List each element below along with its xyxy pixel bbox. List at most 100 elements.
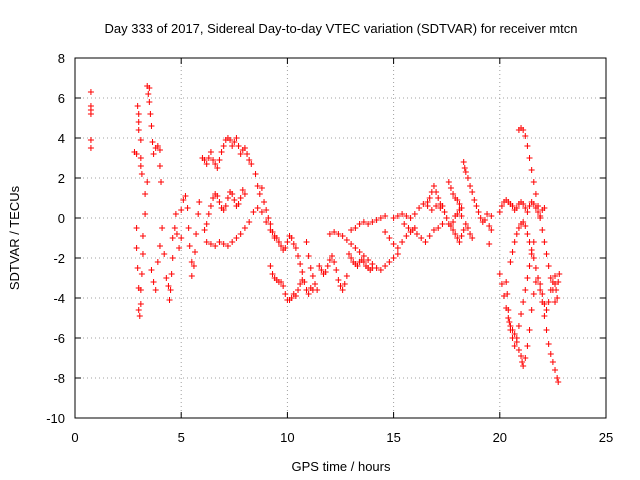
data-point: [167, 287, 174, 293]
data-point: [506, 319, 513, 325]
data-point: [511, 343, 518, 349]
data-point: [447, 185, 454, 191]
data-point: [518, 311, 525, 317]
data-point: [163, 275, 170, 281]
data-point: [420, 201, 427, 207]
data-point: [348, 241, 355, 247]
data-point: [537, 287, 544, 293]
data-point: [411, 211, 418, 217]
data-point: [369, 265, 376, 271]
data-point: [269, 271, 276, 277]
data-point: [535, 275, 542, 281]
data-point: [278, 279, 285, 285]
data-point: [426, 233, 433, 239]
data-point: [205, 155, 212, 161]
y-tick-label: -10: [46, 411, 65, 426]
data-point: [282, 291, 289, 297]
data-point: [220, 207, 227, 213]
data-point: [237, 195, 244, 201]
data-point: [424, 199, 431, 205]
data-point: [445, 179, 452, 185]
data-point: [263, 219, 270, 225]
data-point: [515, 323, 522, 329]
data-point: [216, 199, 223, 205]
data-point: [312, 281, 319, 287]
data-point: [377, 267, 384, 273]
data-point: [246, 219, 253, 225]
data-point: [278, 243, 285, 249]
data-point: [405, 225, 412, 231]
data-point: [250, 209, 257, 215]
data-point: [369, 219, 376, 225]
data-point: [498, 281, 505, 287]
data-point: [543, 327, 550, 333]
data-point: [136, 313, 143, 319]
data-point: [256, 191, 263, 197]
data-point: [386, 259, 393, 265]
data-point: [314, 287, 321, 293]
data-point: [326, 231, 333, 237]
data-point: [522, 355, 529, 361]
data-point: [547, 351, 554, 357]
data-point: [87, 145, 94, 151]
data-point: [530, 255, 537, 261]
data-point: [335, 231, 342, 237]
data-point: [316, 263, 323, 269]
data-point: [435, 225, 442, 231]
data-point: [433, 203, 440, 209]
data-point: [210, 157, 217, 163]
data-point: [87, 111, 94, 117]
data-point: [537, 281, 544, 287]
data-point: [505, 315, 512, 321]
data-point: [552, 273, 559, 279]
x-tick-label: 0: [71, 430, 78, 445]
data-point: [518, 353, 525, 359]
data-point: [212, 243, 219, 249]
grid: [75, 58, 606, 418]
data-point: [418, 235, 425, 241]
data-point: [246, 157, 253, 163]
data-point: [165, 283, 172, 289]
data-point: [275, 239, 282, 245]
data-point: [231, 197, 238, 203]
data-point: [137, 155, 144, 161]
data-point: [237, 231, 244, 237]
data-point: [554, 375, 561, 381]
data-point: [229, 239, 236, 245]
data-point: [545, 263, 552, 269]
y-tick-label: -8: [53, 371, 65, 386]
data-point: [409, 227, 416, 233]
data-point: [539, 299, 546, 305]
data-point: [196, 199, 203, 205]
data-point: [552, 299, 559, 305]
data-point: [343, 237, 350, 243]
data-point: [339, 287, 346, 293]
data-point: [267, 263, 274, 269]
data-point: [454, 211, 461, 217]
data-point: [520, 219, 527, 225]
data-point: [454, 235, 461, 241]
data-point: [207, 149, 214, 155]
data-point: [539, 227, 546, 233]
data-point: [541, 205, 548, 211]
data-point: [447, 223, 454, 229]
data-point: [135, 307, 142, 313]
data-point: [290, 241, 297, 247]
data-point: [539, 291, 546, 297]
data-point: [133, 245, 140, 251]
y-tick-label: 8: [58, 51, 65, 66]
data-point: [496, 271, 503, 277]
data-point: [390, 255, 397, 261]
data-point: [146, 99, 153, 105]
data-point: [207, 241, 214, 247]
data-point: [178, 207, 185, 213]
data-point: [469, 235, 476, 241]
data-point: [139, 233, 146, 239]
data-point: [203, 161, 210, 167]
data-point: [462, 221, 469, 227]
data-point: [273, 235, 280, 241]
data-point: [134, 103, 141, 109]
data-point: [522, 205, 529, 211]
data-point: [556, 271, 563, 277]
data-point: [193, 231, 200, 237]
